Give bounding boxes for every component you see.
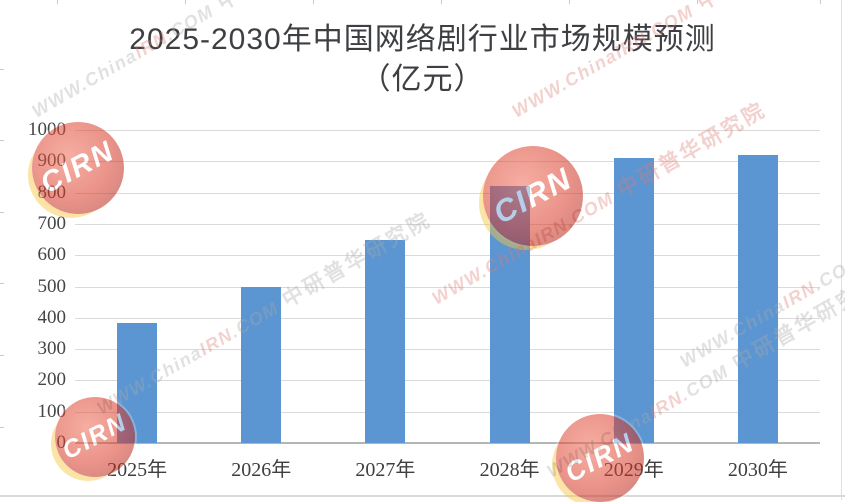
- plot-area: [75, 130, 820, 443]
- bar-2026年: [241, 287, 281, 444]
- bar-2028年: [490, 186, 530, 443]
- sheet-column-tick: [569, 0, 570, 4]
- x-tick-2026年: 2026年: [231, 453, 291, 482]
- bar-2029年: [614, 158, 654, 443]
- y-tick-100: 100: [0, 401, 66, 423]
- bar-2027年: [365, 240, 405, 443]
- watermark-cn: 中研普华研究院: [213, 0, 370, 15]
- x-axis-labels: 2025年 2026年 2027年 2028年 2029年 2030年: [75, 453, 820, 483]
- y-tick-700: 700: [0, 213, 66, 235]
- gridline-800: [75, 193, 820, 194]
- gridline-300: [75, 349, 820, 350]
- x-tick-2025年: 2025年: [107, 453, 167, 482]
- sheet-column-tick: [697, 0, 698, 4]
- gridline-100: [75, 412, 820, 413]
- gridline-500: [75, 287, 820, 288]
- y-tick-0: 0: [0, 432, 66, 454]
- gridline-200: [75, 380, 820, 381]
- sheet-column-tick: [185, 0, 186, 4]
- bar-2030年: [738, 155, 778, 443]
- chart-title-line1: 2025-2030年中国网络剧行业市场规模预测: [0, 20, 845, 60]
- chart-title-line2: （亿元）: [0, 60, 845, 100]
- sheet-column-tick: [441, 0, 442, 4]
- y-axis-labels: 0 100 200 300 400 500 600 700 800 900 1000: [0, 0, 68, 500]
- chart-title: 2025-2030年中国网络剧行业市场规模预测 （亿元）: [0, 20, 845, 100]
- y-tick-300: 300: [0, 338, 66, 360]
- sheet-row-line: [0, 495, 845, 497]
- gridline-700: [75, 224, 820, 225]
- x-axis-line: [75, 442, 820, 444]
- watermark-cn: 中研普华研究院: [693, 0, 845, 15]
- x-tick-2027年: 2027年: [355, 453, 415, 482]
- x-tick-2028年: 2028年: [480, 453, 540, 482]
- bar-2025年: [117, 323, 157, 443]
- gridline-600: [75, 255, 820, 256]
- x-tick-2029年: 2029年: [604, 453, 664, 482]
- y-tick-900: 900: [0, 150, 66, 172]
- sheet-column-tick: [313, 0, 314, 4]
- y-tick-600: 600: [0, 244, 66, 266]
- sheet-column-tick: [820, 0, 821, 4]
- y-tick-200: 200: [0, 369, 66, 391]
- y-tick-400: 400: [0, 307, 66, 329]
- x-tick-2030年: 2030年: [728, 453, 788, 482]
- y-tick-1000: 1000: [0, 119, 66, 141]
- gridline-900: [75, 161, 820, 162]
- y-tick-500: 500: [0, 276, 66, 298]
- y-tick-800: 800: [0, 182, 66, 204]
- gridline-1000: [75, 130, 820, 131]
- gridline-400: [75, 318, 820, 319]
